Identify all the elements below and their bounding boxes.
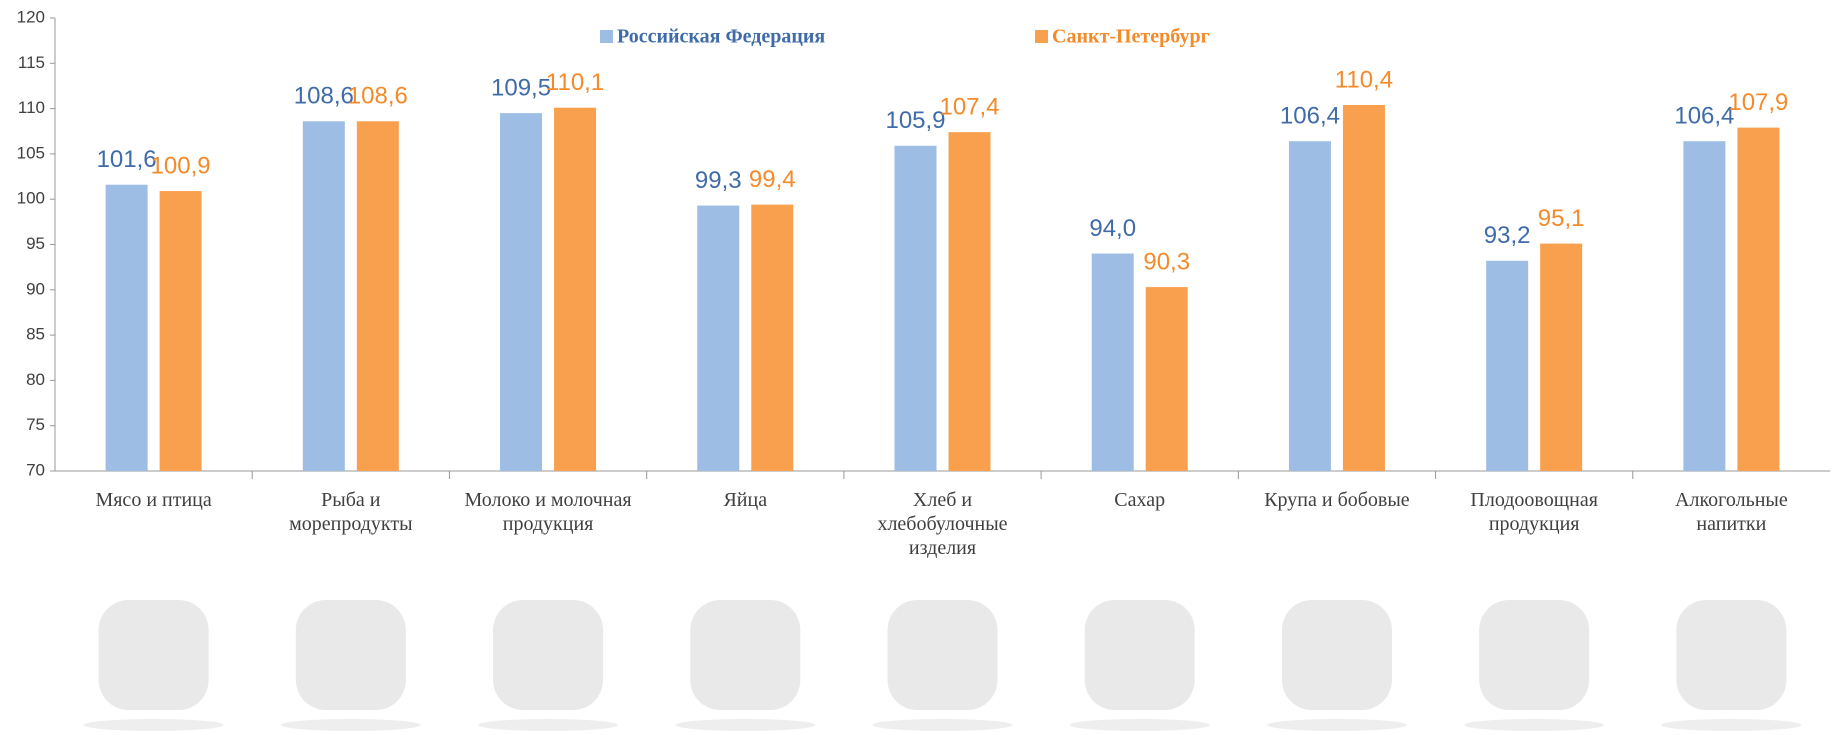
x-tick-label: Алкогольные напитки [1675, 489, 1788, 535]
legend-swatch [600, 30, 613, 43]
icon-shadow [872, 719, 1013, 731]
data-label: 94,0 [1089, 215, 1136, 242]
y-tick-label: 80 [26, 370, 45, 389]
icon [1676, 600, 1787, 710]
icon [887, 600, 998, 710]
y-tick-label: 85 [26, 325, 45, 344]
bar [1486, 260, 1529, 471]
bar [554, 107, 597, 471]
x-tick-label: Молоко и молочная продукция [464, 489, 632, 535]
bar [1145, 287, 1188, 471]
y-tick-label: 95 [26, 234, 45, 253]
data-label: 107,9 [1728, 89, 1788, 116]
data-label: 106,4 [1674, 103, 1734, 130]
x-tick-label: Сахар [1114, 489, 1166, 511]
icon [98, 600, 209, 710]
x-tick-label: Крупа и бобовые [1264, 489, 1410, 511]
bar [302, 121, 345, 471]
icon [493, 600, 604, 710]
data-label: 106,4 [1280, 103, 1340, 130]
bar [1540, 243, 1583, 471]
data-label: 90,3 [1143, 248, 1190, 275]
data-label: 99,3 [695, 167, 742, 194]
y-tick-label: 90 [26, 279, 45, 298]
y-tick-label: 105 [17, 143, 45, 162]
legend-label: Санкт-Петербург [1052, 26, 1210, 48]
data-label: 110,4 [1335, 66, 1393, 93]
data-label: 110,1 [546, 69, 604, 96]
y-tick-label: 75 [26, 415, 45, 434]
bar [1342, 104, 1385, 471]
bar [751, 204, 794, 472]
icon-shadow [1661, 719, 1802, 731]
icon-shadow [280, 719, 421, 731]
data-label: 95,1 [1538, 205, 1585, 232]
y-tick-label: 70 [26, 460, 45, 479]
icon-shadow [675, 719, 816, 731]
icon [1084, 600, 1195, 710]
bar [356, 121, 399, 471]
y-tick-label: 100 [17, 189, 45, 208]
y-tick-label: 110 [18, 98, 45, 117]
data-label: 100,9 [151, 152, 211, 179]
x-tick-label: Рыба и морепродукты [289, 489, 413, 535]
bar [1737, 127, 1780, 471]
icon [295, 600, 406, 710]
bar [1288, 141, 1331, 471]
data-label: 93,2 [1484, 222, 1531, 249]
data-label: 108,6 [294, 83, 354, 110]
data-label: 99,4 [749, 166, 796, 193]
bar [697, 205, 740, 472]
icon-shadow [1069, 719, 1210, 731]
y-tick-label: 115 [18, 53, 45, 72]
bar [1683, 141, 1726, 471]
y-tick-label: 120 [17, 7, 45, 26]
icon-shadow [1266, 719, 1407, 731]
icon [690, 600, 801, 710]
icon-shadow [478, 719, 619, 731]
icon [1281, 600, 1392, 710]
x-tick-label: Плодоовощная продукция [1470, 489, 1598, 535]
icon-shadow [83, 719, 224, 731]
data-label: 107,4 [939, 93, 999, 120]
x-tick-label: Хлеб и хлебобулочные изделия [877, 489, 1008, 559]
bar [894, 145, 937, 471]
x-tick-label: Мясо и птица [95, 489, 212, 511]
data-label: 108,6 [348, 83, 408, 110]
bar [500, 113, 543, 471]
bar [105, 184, 148, 472]
icon-shadow [1464, 719, 1605, 731]
x-tick-label: Яйца [723, 489, 768, 511]
legend-swatch [1035, 30, 1048, 43]
bar [948, 132, 991, 471]
bar [1091, 253, 1134, 471]
icon [1479, 600, 1590, 710]
data-label: 101,6 [97, 146, 157, 173]
data-label: 109,5 [491, 74, 551, 101]
legend-label: Российская Федерация [617, 26, 825, 48]
bar [159, 191, 202, 471]
data-label: 105,9 [885, 107, 945, 134]
